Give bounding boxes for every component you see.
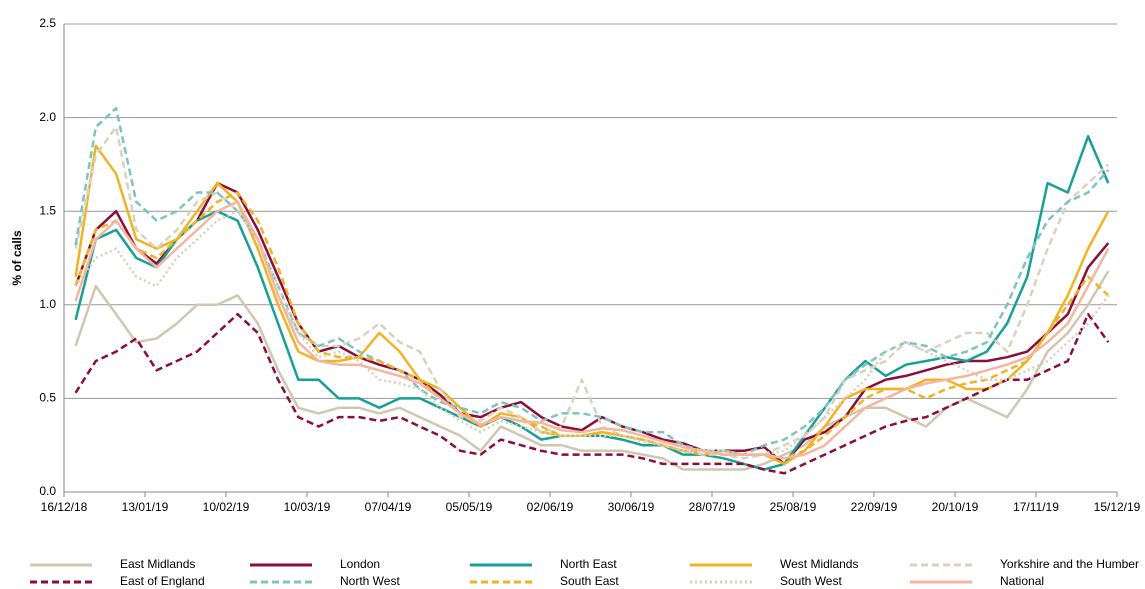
x-tick-label: 17/11/19 [1013,500,1059,514]
legend-label: East Midlands [120,557,195,571]
x-tick-label: 30/06/19 [608,500,655,514]
legend-label: North East [560,557,617,571]
series-line [74,270,1110,471]
x-tick-label: 20/10/19 [932,500,979,514]
legend-label: North West [340,574,400,588]
x-tick-label: 16/12/18 [41,500,88,514]
series-line [74,135,1110,471]
x-tick-label: 25/08/19 [770,500,817,514]
y-tick-label: 1.5 [39,203,56,217]
y-tick-label: 0.5 [39,391,56,405]
legend-label: Yorkshire and the Humber [1000,557,1139,571]
x-tick-label: 22/09/19 [851,500,898,514]
x-tick-label: 15/12/19 [1094,500,1141,514]
series-line [74,181,1110,466]
legend-label: South East [560,574,619,588]
series-line [74,191,1110,460]
x-tick-label: 28/07/19 [689,500,736,514]
series-line [74,106,1110,456]
x-tick-label: 07/04/19 [365,500,412,514]
y-axis-label: % of calls [10,230,24,286]
series-line [74,125,1110,460]
y-tick-label: 1.0 [39,297,56,311]
legend-label: West Midlands [780,557,858,571]
legend-label: East of England [120,574,205,588]
series-line [74,312,1110,475]
x-tick-label: 13/01/19 [122,500,169,514]
x-tick-label: 10/03/19 [284,500,331,514]
legend-label: National [1000,574,1044,588]
y-tick-label: 2.5 [39,16,56,30]
series-line [74,200,1110,460]
legend-label: South West [780,574,842,588]
x-tick-label: 02/06/19 [527,500,574,514]
x-tick-label: 10/02/19 [203,500,250,514]
legend-label: London [340,557,380,571]
x-tick-label: 05/05/19 [446,500,493,514]
y-tick-label: 2.0 [39,110,56,124]
series-line [74,209,1110,456]
y-tick-label: 0.0 [39,484,56,498]
